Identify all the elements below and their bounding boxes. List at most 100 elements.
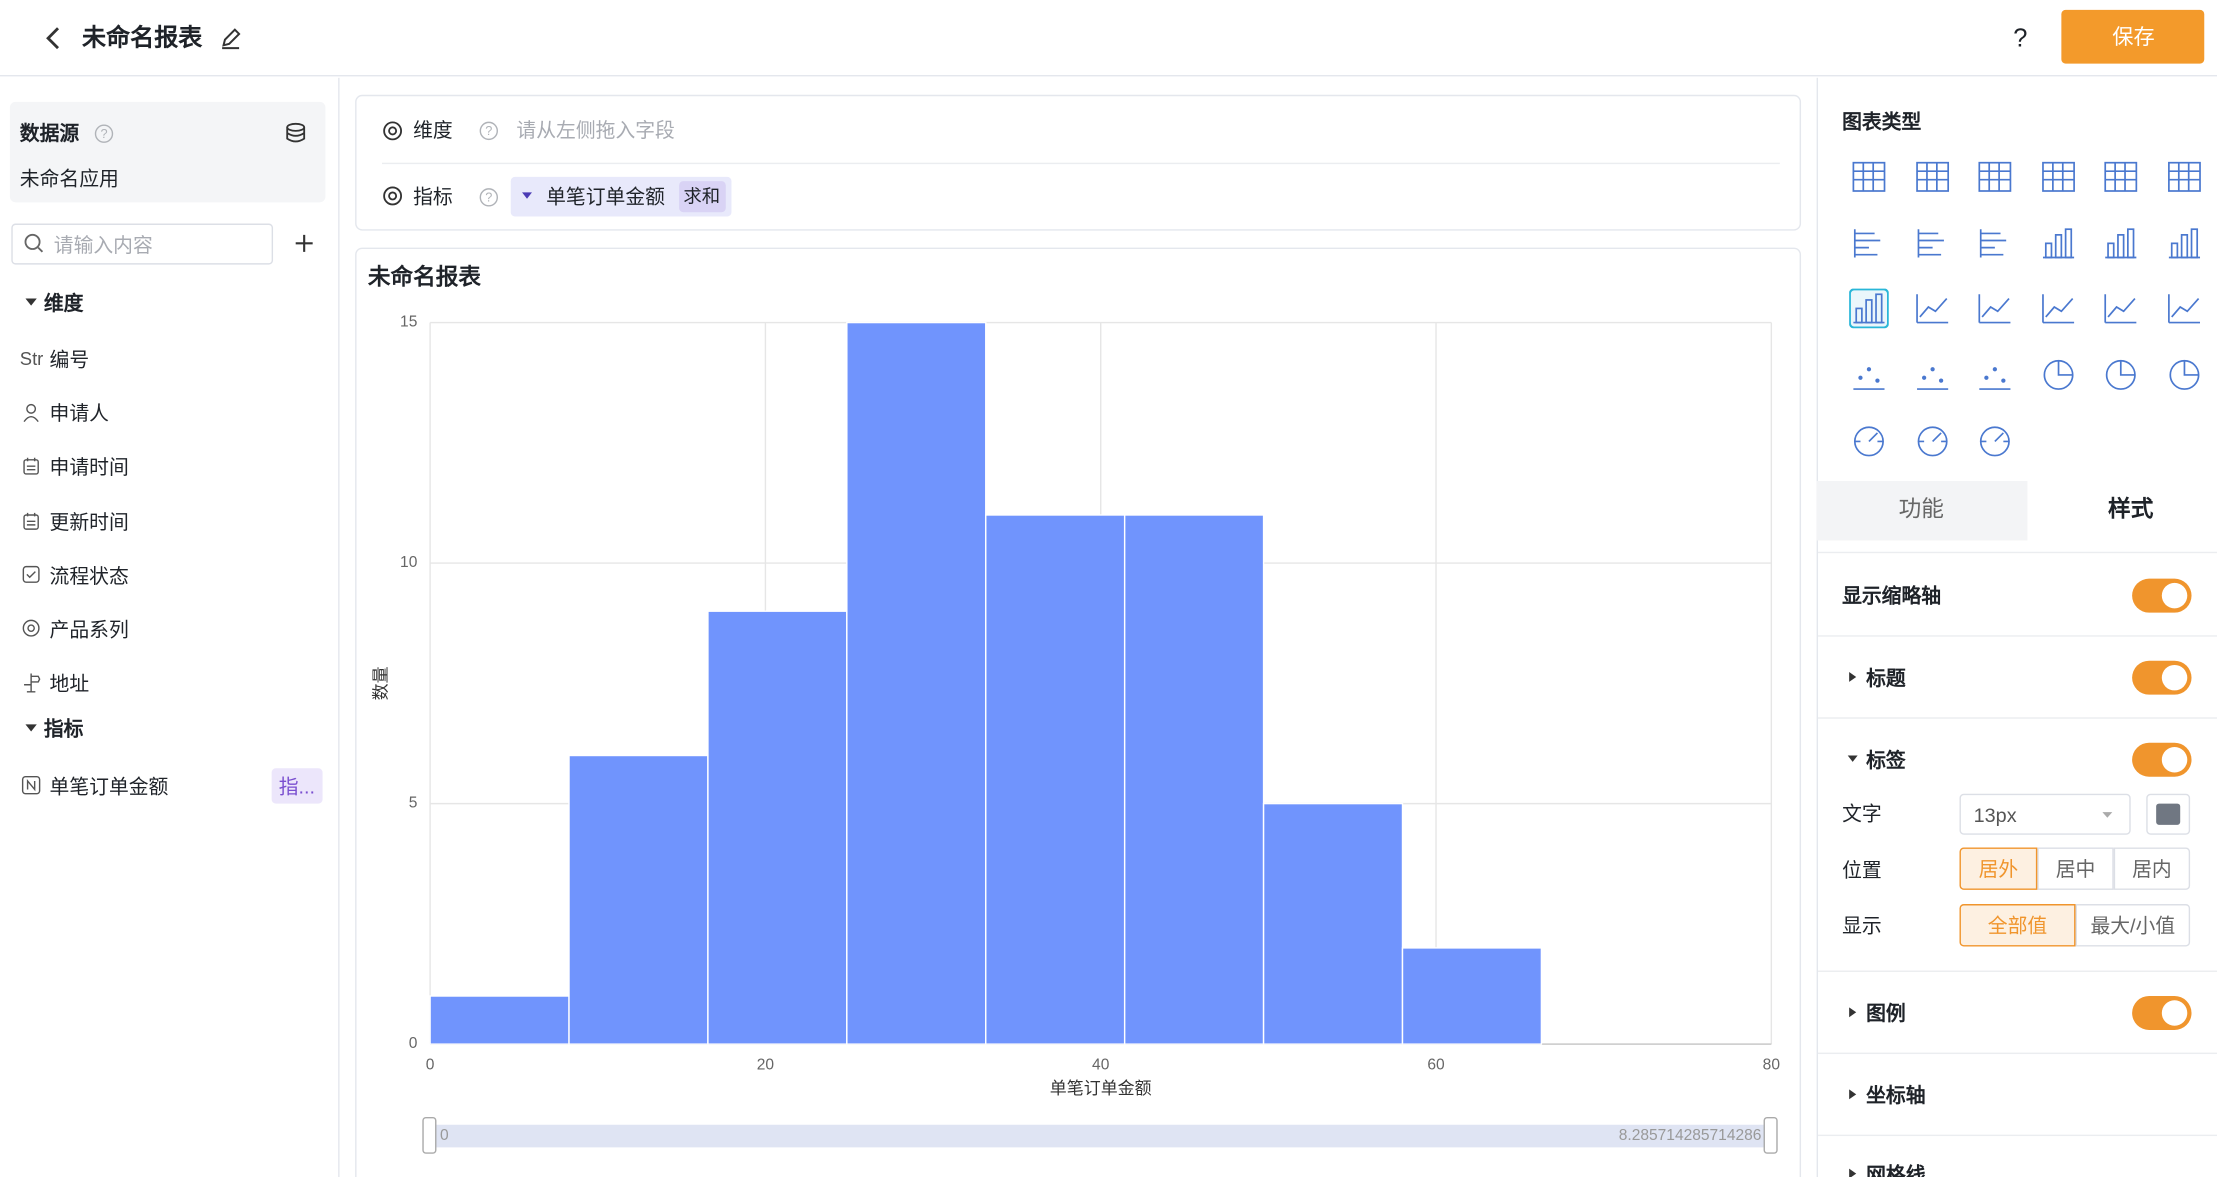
chart-type-icon[interactable] [1849, 288, 1889, 329]
bar [429, 995, 570, 1045]
dimension-field[interactable]: 申请时间 [49, 456, 129, 479]
setting-label: 坐标轴 [1866, 1083, 1926, 1107]
collapse-arrow[interactable] [24, 723, 38, 734]
tab-label[interactable]: 功能 [1898, 498, 1944, 523]
collapse-arrow[interactable] [24, 297, 38, 308]
chart-type-icon[interactable] [1849, 157, 1889, 197]
chart-type-icon[interactable] [2101, 355, 2141, 395]
dimension-icon [383, 121, 403, 141]
chart-type-icon[interactable] [1975, 289, 2015, 329]
x-tick-label: 80 [1763, 1056, 1781, 1073]
chart-type-icon[interactable] [1975, 157, 2015, 197]
expand-arrow[interactable] [1848, 1006, 1858, 1019]
divider [1818, 635, 2217, 637]
chart-type-icon[interactable] [1849, 355, 1889, 395]
chart-type-icon[interactable] [1913, 355, 1953, 395]
segment-label: 居内 [2132, 857, 2172, 881]
tab[interactable] [1816, 481, 2028, 541]
metric-label: 指标 [413, 185, 453, 208]
add-button[interactable] [293, 232, 316, 255]
dimension-placeholder: 请从左侧拖入字段 [516, 118, 675, 142]
segment-label: 居外 [1978, 857, 2019, 881]
toggle[interactable] [2132, 578, 2192, 613]
toggle[interactable] [2132, 996, 2192, 1030]
bar [707, 610, 848, 1045]
bar [568, 754, 709, 1045]
chart-type-icon[interactable] [2101, 224, 2141, 264]
metric-tag-label: 指... [278, 775, 316, 798]
save-label: 保存 [2112, 25, 2155, 50]
svg-text:?: ? [485, 189, 492, 204]
chart-type-icon[interactable] [1913, 422, 1953, 462]
tab-label[interactable]: 样式 [2108, 498, 2154, 523]
chart-type-icon[interactable] [1975, 355, 2015, 395]
chart-type-icon[interactable] [2165, 289, 2205, 329]
chart-type-icon[interactable] [2165, 157, 2205, 197]
search-icon [24, 233, 44, 253]
setting-label: 标题 [1866, 666, 1906, 690]
metric-pill-label: 单笔订单金额 [546, 185, 665, 208]
dimension-field[interactable]: 申请人 [49, 402, 109, 425]
chart-type-icon[interactable] [2039, 289, 2079, 329]
field-icon [24, 673, 41, 693]
dimension-field[interactable]: 地址 [49, 672, 90, 695]
segment-option[interactable] [1959, 847, 2038, 890]
svg-text:?: ? [100, 126, 107, 141]
segment-option[interactable] [2075, 904, 2191, 947]
zoom-start-label: 0 [440, 1127, 449, 1144]
font-size-select[interactable] [1959, 793, 2131, 835]
dimension-field[interactable]: 编号 [49, 348, 90, 371]
chart-type-icon[interactable] [2039, 224, 2079, 264]
expand-arrow[interactable] [1848, 1167, 1858, 1177]
save-button[interactable] [2061, 9, 2205, 64]
field-icon [23, 404, 39, 423]
dimension-field[interactable]: 流程状态 [49, 564, 129, 587]
color-picker[interactable] [2146, 793, 2191, 835]
database-icon[interactable] [284, 122, 308, 145]
dimension-field[interactable]: 更新时间 [49, 510, 129, 533]
chart-type-icon[interactable] [1913, 157, 1953, 197]
chart-type-icon[interactable] [2101, 157, 2141, 197]
back-button[interactable] [42, 25, 65, 50]
chart-type-icon[interactable] [2165, 224, 2205, 264]
segment-option[interactable] [1959, 904, 2076, 947]
edit-icon[interactable] [219, 27, 242, 50]
help-icon: ? [479, 121, 499, 141]
field-icon [23, 458, 39, 476]
segment-option[interactable] [2113, 847, 2191, 890]
chart-type-icon[interactable] [1975, 224, 2015, 264]
search-input[interactable] [11, 223, 274, 265]
setting-label: 文字 [1842, 802, 1882, 825]
setting-label: 显示 [1842, 913, 1882, 937]
expand-arrow[interactable] [1848, 671, 1858, 684]
toggle[interactable] [2132, 660, 2192, 695]
x-tick-label: 20 [757, 1056, 775, 1073]
app-name: 未命名应用 [19, 166, 119, 190]
report-title: 未命名报表 [82, 24, 203, 51]
chart-card [355, 247, 1802, 1177]
chart-type-icon[interactable] [1913, 289, 1953, 329]
chart-type-icon[interactable] [1849, 422, 1889, 462]
chart-type-icon[interactable] [1849, 224, 1889, 264]
chart-type-icon[interactable] [2165, 355, 2205, 395]
chart-type-icon[interactable] [2101, 289, 2141, 329]
collapse-arrow[interactable] [1846, 754, 1859, 764]
help-button[interactable]: ? [2013, 24, 2028, 53]
chart-type-icon[interactable] [2039, 355, 2079, 395]
sidebar [0, 77, 340, 1177]
metric-field[interactable]: 单笔订单金额 [49, 775, 169, 798]
search-placeholder: 请输入内容 [53, 233, 153, 257]
field-icon [23, 512, 39, 530]
toggle[interactable] [2132, 742, 2192, 777]
chart-type-icon[interactable] [1975, 422, 2015, 462]
expand-arrow[interactable] [1848, 1088, 1858, 1101]
chart-type-icon[interactable] [2039, 157, 2079, 197]
chart-type-icon[interactable] [1913, 224, 1953, 264]
segment-option[interactable] [2037, 847, 2114, 890]
header [0, 0, 2217, 77]
dimension-field[interactable]: 产品系列 [49, 618, 129, 641]
y-tick-label: 15 [400, 314, 417, 331]
number-icon [21, 776, 41, 795]
